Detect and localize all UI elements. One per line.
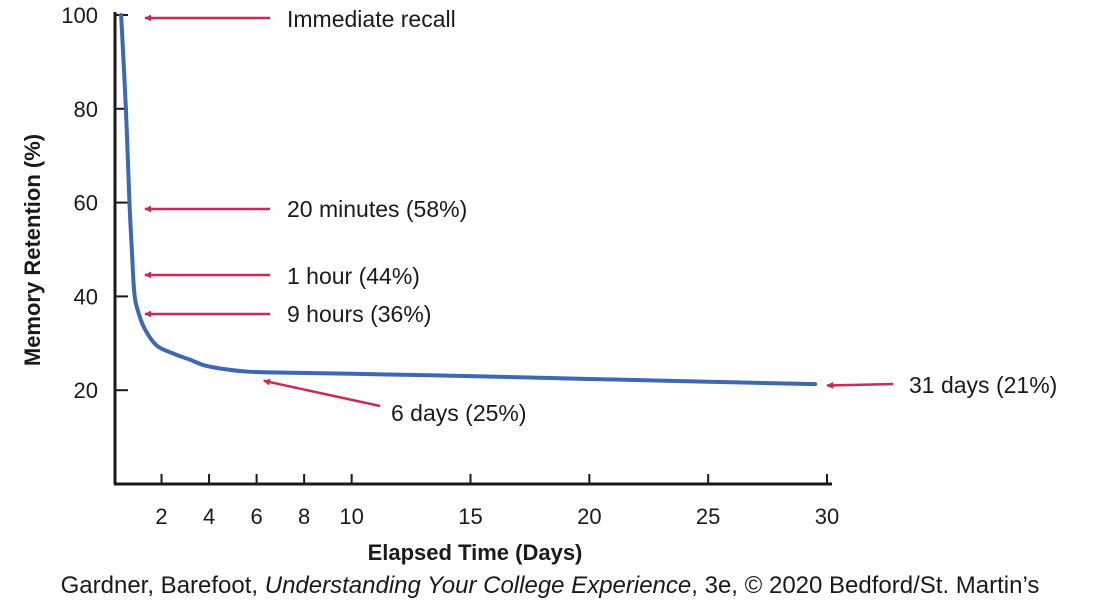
x-tick-label: 8 xyxy=(298,504,310,529)
x-tick-label: 10 xyxy=(339,504,363,529)
credit-prefix: Gardner, Barefoot, xyxy=(60,572,265,599)
x-axis-title: Elapsed Time (Days) xyxy=(368,540,583,565)
y-tick-label: 80 xyxy=(74,97,98,122)
x-tick-label: 2 xyxy=(155,504,167,529)
retention-chart: 20 40 60 80 100 2 4 6 8 10 15 20 25 30 Memory Retent… xyxy=(20,3,1057,565)
y-tick-label: 60 xyxy=(74,191,98,216)
y-axis-title: Memory Retention (%) xyxy=(20,134,45,366)
y-tick-label: 20 xyxy=(74,378,98,403)
annotation-label: 31 days (21%) xyxy=(909,372,1057,398)
x-tick-label: 25 xyxy=(696,504,720,529)
credit-suffix: , 3e, © 2020 Bedford/St. Martin’s xyxy=(691,572,1040,599)
annotation-label: 20 minutes (58%) xyxy=(287,196,467,222)
annotation-arrow xyxy=(263,378,381,408)
y-tick-label: 40 xyxy=(74,284,98,309)
x-tick-label: 20 xyxy=(577,504,601,529)
x-tick-label: 4 xyxy=(203,504,215,529)
y-tick-label: 100 xyxy=(61,3,98,28)
x-tick-label: 30 xyxy=(815,504,839,529)
retention-curve xyxy=(119,13,818,387)
source-credit: Gardner, Barefoot, Understanding Your Co… xyxy=(0,572,1100,600)
x-tick-label: 6 xyxy=(250,504,262,529)
annotation-label: 6 days (25%) xyxy=(391,400,527,426)
x-tick-label: 15 xyxy=(458,504,482,529)
annotation-label: Immediate recall xyxy=(287,6,456,32)
annotation-label: 9 hours (36%) xyxy=(287,301,431,327)
credit-book-title: Understanding Your College Experience xyxy=(264,572,692,599)
annotation-arrow xyxy=(826,381,894,389)
annotation-label: 1 hour (44%) xyxy=(287,263,420,289)
